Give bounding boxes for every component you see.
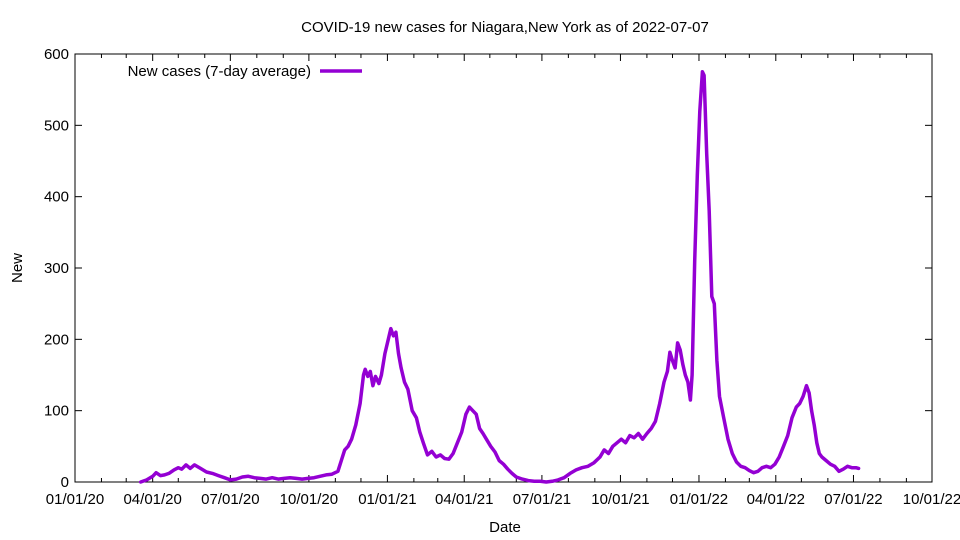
- x-tick-label: 01/01/21: [358, 491, 416, 508]
- y-axis-label: New: [9, 253, 26, 283]
- x-tick-label: 07/01/22: [824, 491, 882, 508]
- legend-label: New cases (7-day average): [128, 63, 311, 80]
- x-tick-label: 10/01/22: [903, 491, 960, 508]
- y-tick-label: 400: [44, 189, 69, 206]
- plot-frame: [74, 53, 933, 483]
- x-tick-label: 04/01/22: [747, 491, 805, 508]
- y-tick-label: 100: [44, 403, 69, 420]
- y-tick-label: 0: [61, 474, 69, 491]
- y-tick-label: 500: [44, 117, 69, 134]
- y-tick-label: 600: [44, 46, 69, 63]
- x-tick-label: 07/01/21: [513, 491, 571, 508]
- x-tick-label: 04/01/21: [435, 491, 493, 508]
- y-tick-label: 300: [44, 260, 69, 277]
- x-tick-label: 01/01/20: [46, 491, 104, 508]
- x-tick-label: 04/01/20: [123, 491, 181, 508]
- x-axis: 01/01/20 04/01/20 07/01/20 10/01/20 01/01/21…: [46, 54, 960, 508]
- legend: New cases (7-day average): [128, 63, 362, 80]
- x-axis-label: Date: [489, 519, 521, 536]
- x-tick-label: 07/01/20: [201, 491, 259, 508]
- plot-area: 01/01/20 04/01/20 07/01/20 10/01/20 01/01/21…: [44, 46, 960, 508]
- x-tick-label: 01/01/22: [670, 491, 728, 508]
- series-line-new-cases: [138, 70, 861, 484]
- y-tick-label: 200: [44, 331, 69, 348]
- x-tick-label: 10/01/21: [591, 491, 649, 508]
- chart-title: COVID-19 new cases for Niagara,New York …: [301, 19, 709, 36]
- x-tick-label: 10/01/20: [280, 491, 338, 508]
- y-axis: 0 100 200 300 400 500 600: [44, 46, 932, 491]
